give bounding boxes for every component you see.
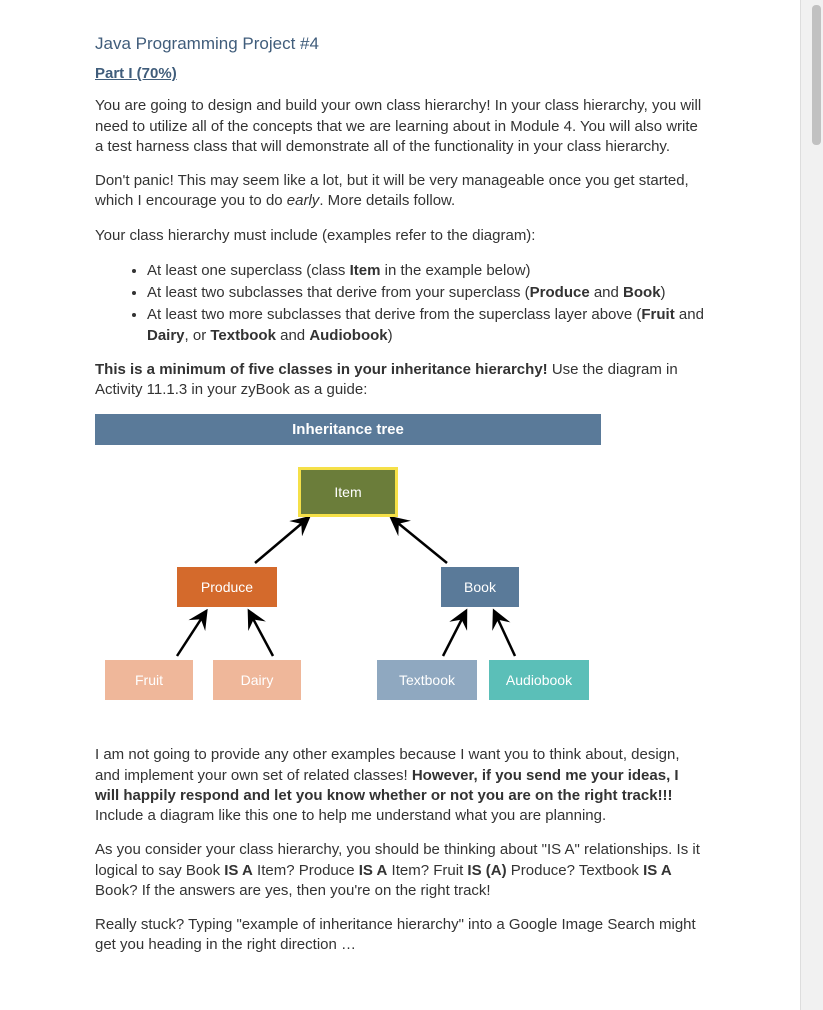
list-item: At least two subclasses that derive from… bbox=[147, 282, 705, 303]
paragraph: Really stuck? Typing "example of inherit… bbox=[95, 915, 705, 956]
list-item: At least two more subclasses that derive… bbox=[147, 304, 705, 346]
page-margin bbox=[800, 0, 823, 1010]
requirements-list: At least one superclass (class Item in t… bbox=[95, 260, 705, 346]
paragraph: Your class hierarchy must include (examp… bbox=[95, 226, 705, 246]
paragraph: As you consider your class hierarchy, yo… bbox=[95, 840, 705, 901]
tree-node-book: Book bbox=[441, 567, 519, 607]
page-title: Java Programming Project #4 bbox=[95, 34, 705, 54]
paragraph: Don't panic! This may seem like a lot, b… bbox=[95, 171, 705, 212]
inheritance-diagram: Inheritance tree Item Produce Book Fruit Dai… bbox=[95, 414, 705, 727]
tree-node-audiobook: Audiobook bbox=[489, 660, 589, 700]
text: . More details follow. bbox=[319, 192, 455, 209]
tree-canvas: Item Produce Book Fruit Dairy Textbook Audiobo… bbox=[95, 467, 601, 727]
list-item: At least one superclass (class Item in t… bbox=[147, 260, 705, 281]
tree-node-item: Item bbox=[298, 467, 398, 517]
text: Include a diagram like this one to help … bbox=[95, 807, 606, 824]
tree-node-textbook: Textbook bbox=[377, 660, 477, 700]
paragraph: This is a minimum of five classes in you… bbox=[95, 360, 705, 401]
diagram-banner: Inheritance tree bbox=[95, 414, 601, 445]
emphasis: early bbox=[287, 192, 320, 209]
document-page: Java Programming Project #4 Part I (70%)… bbox=[0, 0, 800, 1010]
paragraph: You are going to design and build your o… bbox=[95, 96, 705, 157]
scrollbar-thumb[interactable] bbox=[812, 5, 821, 145]
paragraph: I am not going to provide any other exam… bbox=[95, 745, 705, 826]
tree-node-produce: Produce bbox=[177, 567, 277, 607]
emphasis-bold: This is a minimum of five classes in you… bbox=[95, 361, 548, 378]
scrollbar-track[interactable] bbox=[810, 0, 823, 1010]
part-heading: Part I (70%) bbox=[95, 64, 705, 84]
tree-node-fruit: Fruit bbox=[105, 660, 193, 700]
tree-node-dairy: Dairy bbox=[213, 660, 301, 700]
